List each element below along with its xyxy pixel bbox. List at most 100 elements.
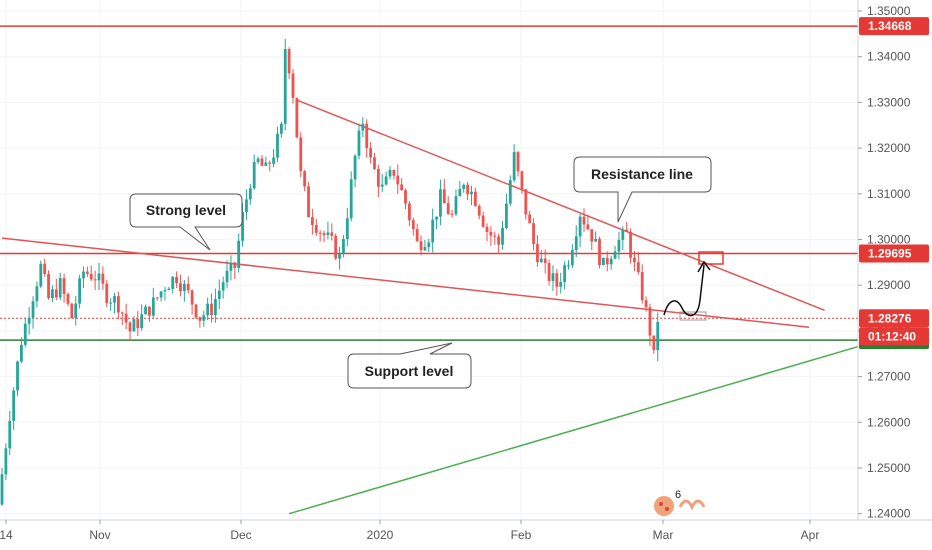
callout-strong-level: Strong level xyxy=(129,193,243,251)
candle-body xyxy=(311,217,314,225)
candle-body xyxy=(477,205,481,216)
candle-body xyxy=(396,175,400,185)
candle-body xyxy=(260,158,264,166)
candle-body xyxy=(462,184,466,189)
candle-body xyxy=(43,263,47,275)
candle-body xyxy=(497,236,501,245)
candle-body xyxy=(380,184,384,187)
time-tick-label: Dec xyxy=(230,528,251,542)
candle-body xyxy=(551,273,555,282)
footer-badge-wave xyxy=(678,499,706,511)
candle-body xyxy=(636,262,640,273)
candle-body xyxy=(155,297,159,299)
candle-body xyxy=(151,297,155,316)
candle-body xyxy=(373,157,376,169)
candle-body xyxy=(20,344,23,362)
candle-body xyxy=(248,188,252,200)
candle-body xyxy=(256,158,260,162)
candle-body xyxy=(505,203,508,228)
candle-body xyxy=(221,282,225,291)
candle-body xyxy=(66,293,70,304)
candle-body xyxy=(419,241,423,251)
candle-body xyxy=(388,169,392,177)
candle-body xyxy=(237,240,241,269)
candle-body xyxy=(547,262,551,282)
candle-body xyxy=(621,229,625,240)
candle-body xyxy=(175,276,178,284)
candle-body xyxy=(272,157,275,164)
candle-body xyxy=(4,448,8,475)
price-tick-label: 1.33000 xyxy=(867,95,911,109)
candle-body xyxy=(194,304,198,318)
candle-body xyxy=(62,278,66,294)
candle-body xyxy=(229,262,233,271)
candle-body xyxy=(617,239,621,252)
candle-body xyxy=(648,307,652,336)
callout-strong-level-text: Strong level xyxy=(146,202,226,218)
candle-body xyxy=(473,191,477,206)
candle-body xyxy=(342,239,345,254)
candle-body xyxy=(198,317,202,321)
candle-body xyxy=(217,290,221,299)
time-ticks: 14 Nov Dec 2020 Feb Mar Apr xyxy=(0,520,819,542)
candle-body xyxy=(287,49,291,74)
trendline-support xyxy=(288,344,864,515)
candle-body xyxy=(322,233,326,236)
candle-body xyxy=(508,180,512,204)
time-tick-label: 14 xyxy=(0,528,13,542)
candle-body xyxy=(264,162,268,166)
candle-body xyxy=(58,278,62,298)
candle-body xyxy=(532,223,535,245)
candle-body xyxy=(54,289,58,298)
candle-body xyxy=(485,226,489,232)
candle-body xyxy=(524,189,528,215)
time-axis-bg xyxy=(0,520,932,550)
candle-body xyxy=(27,317,31,324)
candle-body xyxy=(124,313,128,323)
projection-path xyxy=(663,264,705,317)
price-tick-label: 1.32000 xyxy=(867,141,911,155)
candle-body xyxy=(431,219,435,243)
price-axis[interactable]: 1.35000 1.34000 1.33000 1.32000 1.31000 1.300… xyxy=(857,0,932,521)
candle-body xyxy=(245,199,248,213)
candle-body xyxy=(12,390,16,421)
candle-body xyxy=(574,236,578,251)
candle-body xyxy=(602,257,605,266)
price-tick-label: 1.35000 xyxy=(867,4,911,18)
candle-body xyxy=(365,123,369,149)
candle-body xyxy=(276,133,279,158)
candle-body xyxy=(384,176,388,185)
candle-body xyxy=(353,155,357,180)
candle-body xyxy=(252,161,256,189)
trendline-resistance xyxy=(296,99,825,312)
candle-body xyxy=(625,229,629,232)
candle-body xyxy=(190,290,194,305)
callout-support-level-text: Support level xyxy=(365,363,454,379)
candle-body xyxy=(70,303,74,319)
candle-body xyxy=(338,253,341,259)
candle-body xyxy=(163,290,167,292)
candle-body xyxy=(85,271,89,274)
price-badge xyxy=(859,244,929,263)
trendlines xyxy=(1,99,864,515)
candle-body xyxy=(559,282,563,287)
candle-body xyxy=(89,273,93,280)
candle-body xyxy=(279,123,283,134)
candle-body xyxy=(23,323,27,345)
candle-body xyxy=(291,73,295,98)
time-tick-label: 2020 xyxy=(367,528,394,542)
projection xyxy=(663,251,724,321)
candle-body xyxy=(528,214,532,224)
countdown-label: 01:12:40 xyxy=(868,329,916,343)
candle-body xyxy=(47,274,50,299)
candle-body xyxy=(171,276,175,289)
candle-body xyxy=(470,191,473,195)
candle-body xyxy=(578,216,582,237)
time-axis[interactable]: 14 Nov Dec 2020 Feb Mar Apr xyxy=(0,519,932,550)
callout-resistance-line: Resistance line xyxy=(573,156,712,223)
candle-body xyxy=(202,315,206,321)
candle-body xyxy=(454,196,458,215)
candle-body xyxy=(458,188,462,197)
